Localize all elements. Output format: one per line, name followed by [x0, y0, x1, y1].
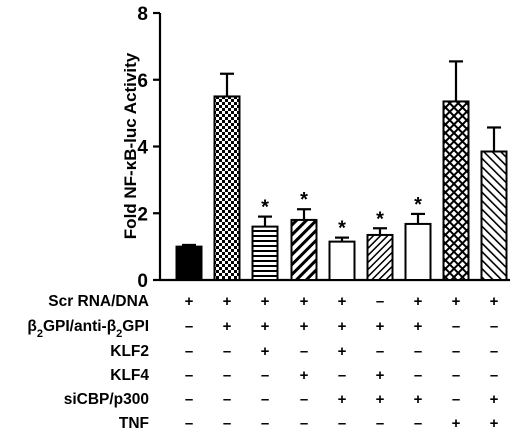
condition-mark: – — [261, 391, 269, 408]
condition-mark: – — [452, 318, 460, 335]
condition-mark: – — [300, 391, 308, 408]
condition-mark: + — [223, 293, 232, 310]
y-tick-label: 6 — [137, 71, 148, 92]
y-tick-label: 0 — [137, 271, 148, 292]
condition-mark: + — [490, 415, 499, 432]
condition-mark: – — [376, 343, 384, 360]
condition-mark: – — [490, 318, 498, 335]
condition-label: siCBP/p300 — [64, 391, 149, 408]
condition-mark: + — [414, 293, 423, 310]
condition-mark: + — [261, 318, 270, 335]
condition-mark: + — [338, 293, 347, 310]
condition-mark: – — [414, 415, 422, 432]
condition-mark: – — [185, 343, 193, 360]
condition-mark: + — [376, 318, 385, 335]
condition-mark: – — [261, 415, 269, 432]
condition-label: β2GPI/anti-β2GPI — [27, 318, 149, 340]
bar — [175, 245, 203, 281]
condition-mark: – — [376, 415, 384, 432]
condition-mark: + — [376, 391, 385, 408]
bar — [480, 150, 508, 281]
condition-mark: + — [414, 391, 423, 408]
bar — [213, 95, 241, 281]
condition-mark: + — [300, 367, 309, 384]
condition-mark: + — [452, 293, 461, 310]
condition-label: KLF4 — [110, 367, 149, 384]
bar — [404, 222, 432, 281]
condition-label: KLF2 — [110, 343, 149, 360]
condition-mark: + — [452, 415, 461, 432]
condition-mark: – — [300, 343, 308, 360]
condition-mark: – — [490, 343, 498, 360]
condition-mark: – — [223, 391, 231, 408]
condition-mark: – — [452, 391, 460, 408]
condition-mark: + — [338, 343, 347, 360]
condition-mark: – — [414, 367, 422, 384]
condition-mark: – — [376, 293, 384, 310]
condition-mark: – — [223, 343, 231, 360]
condition-mark: + — [414, 318, 423, 335]
condition-mark: + — [338, 318, 347, 335]
y-axis-label: Fold NF-κB-luc Activity — [121, 52, 140, 239]
condition-mark: + — [490, 293, 499, 310]
condition-mark: + — [376, 367, 385, 384]
condition-label: Scr RNA/DNA — [48, 293, 149, 310]
condition-label: TNF — [119, 415, 149, 432]
condition-mark: + — [185, 293, 194, 310]
condition-mark: – — [223, 367, 231, 384]
condition-mark: – — [300, 415, 308, 432]
significance-marker: * — [376, 208, 384, 230]
bar — [442, 100, 470, 281]
significance-marker: * — [338, 218, 346, 240]
condition-mark: – — [185, 318, 193, 335]
significance-marker: * — [261, 197, 269, 219]
condition-mark: + — [338, 391, 347, 408]
bar — [366, 233, 394, 282]
condition-mark: + — [261, 343, 270, 360]
bar — [290, 218, 318, 282]
bar — [251, 225, 279, 282]
condition-mark: – — [185, 367, 193, 384]
condition-mark: + — [261, 293, 270, 310]
bar — [328, 240, 356, 281]
condition-mark: – — [414, 343, 422, 360]
y-tick-label: 4 — [137, 138, 148, 159]
condition-mark: – — [452, 343, 460, 360]
significance-marker: * — [414, 194, 422, 216]
condition-mark: – — [185, 391, 193, 408]
condition-mark: + — [300, 318, 309, 335]
condition-mark: + — [490, 391, 499, 408]
condition-mark: – — [261, 367, 269, 384]
y-tick-label: 2 — [137, 204, 148, 225]
y-tick-label: 8 — [137, 4, 148, 25]
condition-mark: – — [338, 367, 346, 384]
condition-mark: – — [490, 367, 498, 384]
condition-mark: – — [338, 415, 346, 432]
condition-mark: + — [223, 318, 232, 335]
condition-mark: – — [185, 415, 193, 432]
condition-mark: + — [300, 293, 309, 310]
condition-mark: – — [223, 415, 231, 432]
significance-marker: * — [300, 189, 308, 211]
condition-mark: – — [452, 367, 460, 384]
